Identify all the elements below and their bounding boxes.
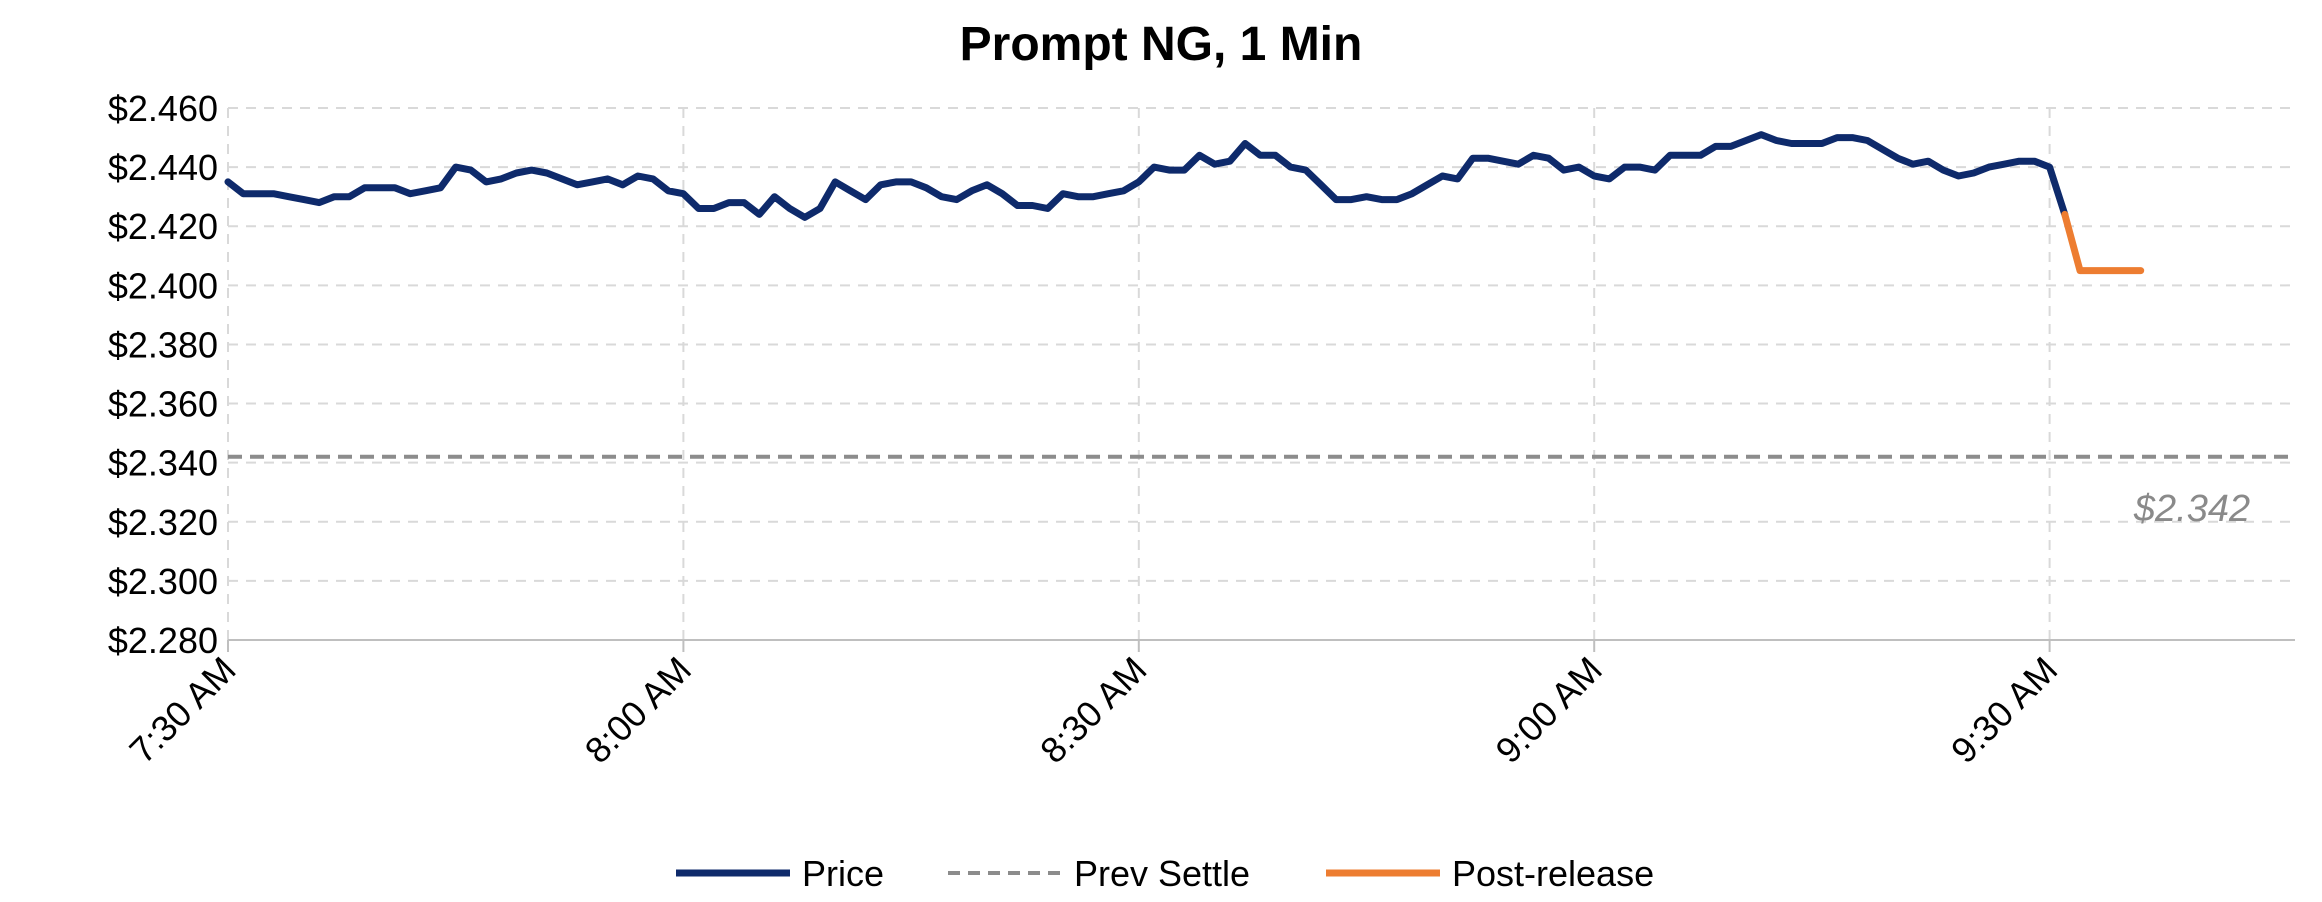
chart-title: Prompt NG, 1 Min [960,18,1363,71]
series-lines [224,131,2145,275]
y-tick-label: $2.320 [108,502,218,543]
y-tick-label: $2.360 [108,384,218,425]
y-tick-label: $2.460 [108,88,218,129]
legend-item-price: Price [676,853,884,894]
y-tick-label: $2.420 [108,206,218,247]
x-tick-label: 8:00 AM [577,649,699,771]
x-tick-label: 9:00 AM [1487,649,1609,771]
series-line-post-release [2061,210,2145,275]
y-tick-label: $2.280 [108,620,218,661]
x-tick-label: 7:30 AM [121,649,243,771]
series-line-price [224,131,2069,221]
y-tick-label: $2.340 [108,443,218,484]
x-tick-label: 9:30 AM [1943,649,2065,771]
x-axis-ticks: 7:30 AM 8:00 AM 8:30 AM 9:00 AM 9:30 AM [121,640,2065,771]
prev-settle-label: $2.342 [2133,488,2250,530]
legend-item-post-release: Post-release [1326,853,1654,894]
y-tick-label: $2.400 [108,265,218,306]
gridlines [227,107,2295,640]
legend-label-price: Price [802,853,884,894]
y-tick-label: $2.440 [108,147,218,188]
legend: Price Prev Settle Post-release [676,853,1654,894]
legend-item-prev-settle: Prev Settle [948,853,1250,894]
y-axis-ticks: $2.280 $2.300 $2.320 $2.340 $2.360 $2.380 $2.4… [108,88,218,661]
legend-label-prev-settle: Prev Settle [1074,853,1250,894]
y-tick-label: $2.300 [108,561,218,602]
legend-label-post-release: Post-release [1452,853,1654,894]
y-tick-label: $2.380 [108,324,218,365]
x-tick-label: 8:30 AM [1032,649,1154,771]
